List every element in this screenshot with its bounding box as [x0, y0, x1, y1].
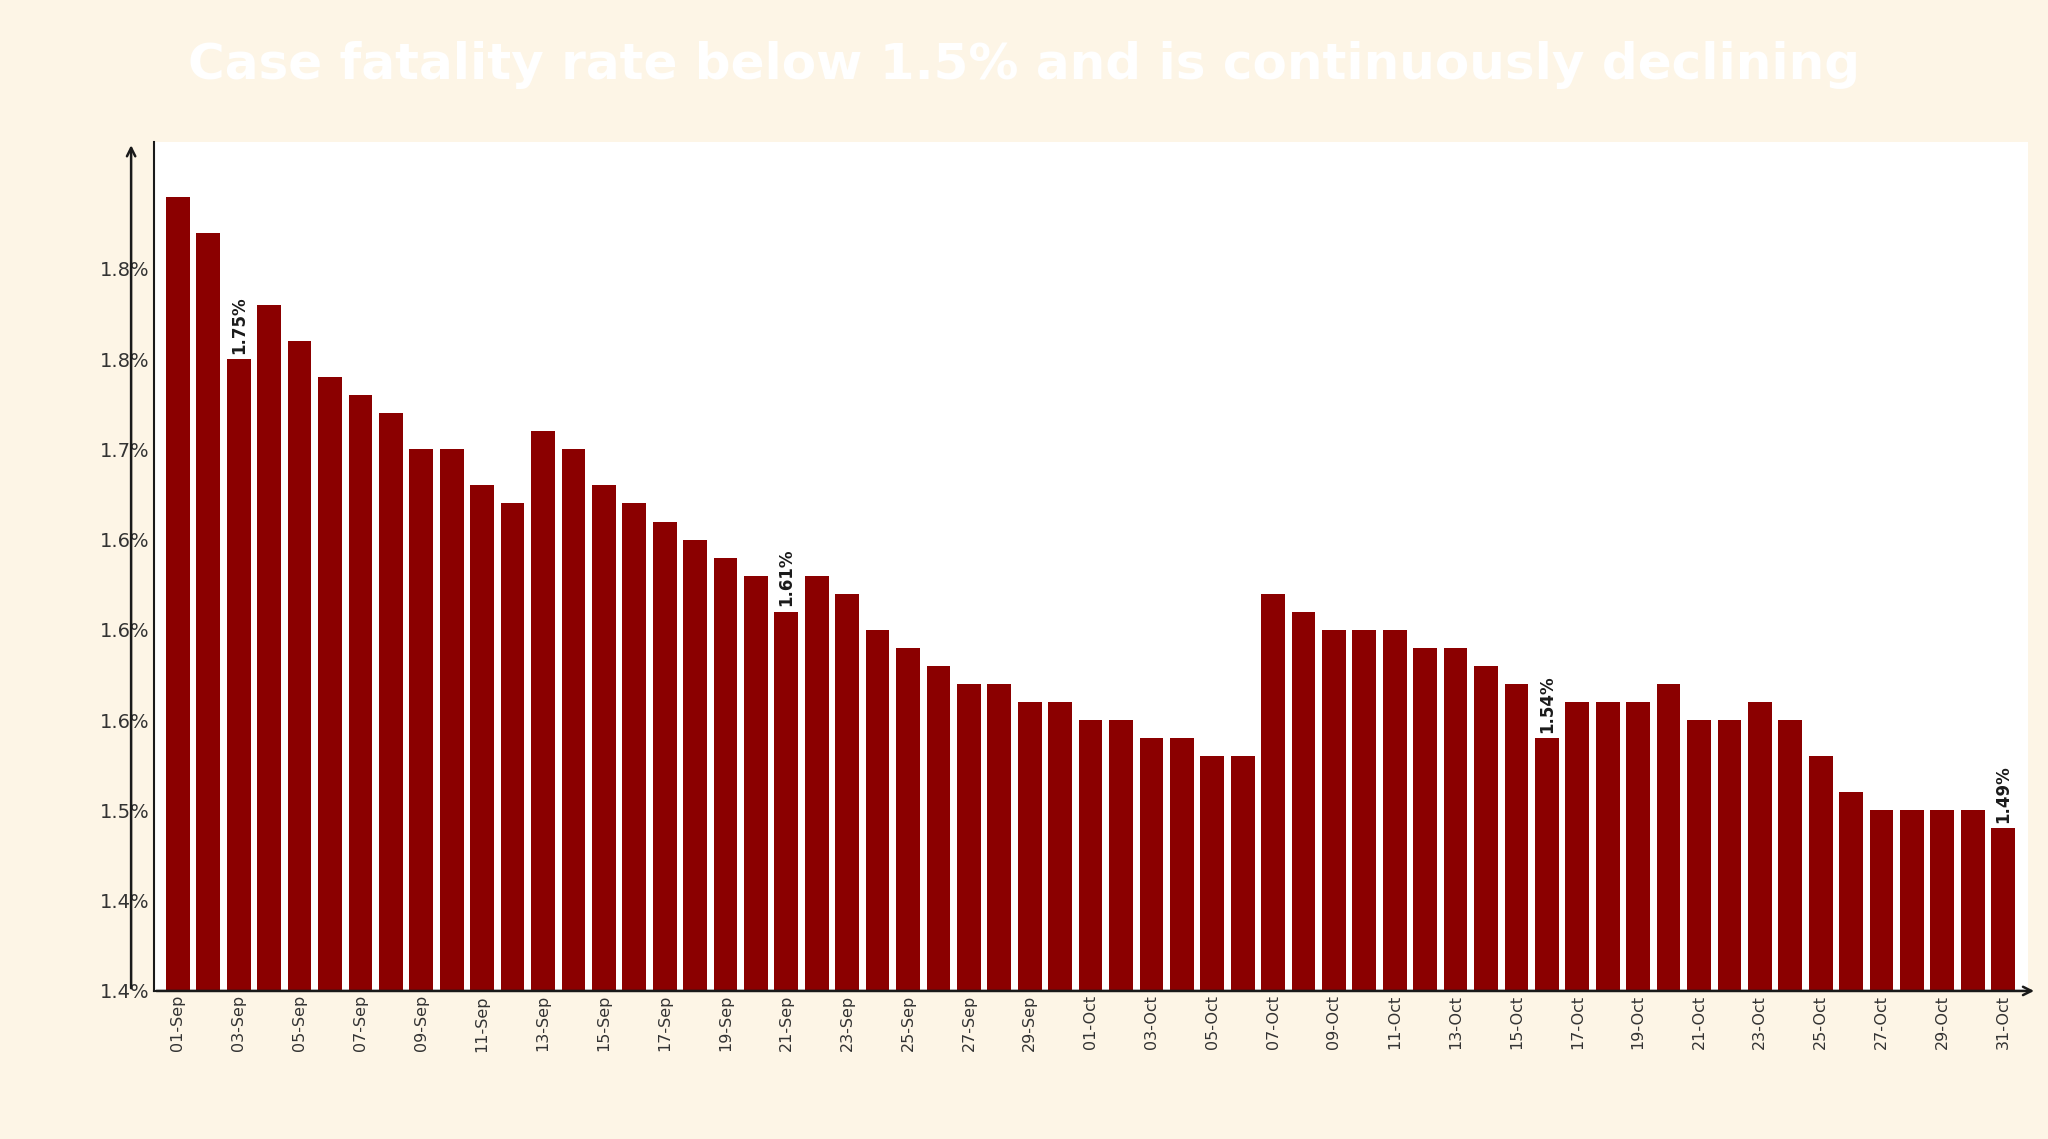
Bar — [410, 449, 434, 1139]
Bar — [684, 540, 707, 1139]
Bar — [1657, 685, 1681, 1139]
Bar — [348, 395, 373, 1139]
Bar — [1352, 630, 1376, 1139]
Text: 1.49%: 1.49% — [1995, 765, 2013, 823]
Bar — [926, 666, 950, 1139]
Bar — [956, 685, 981, 1139]
Bar — [1901, 810, 1923, 1139]
Bar — [197, 232, 221, 1139]
Text: 1.61%: 1.61% — [778, 549, 795, 606]
Bar — [653, 522, 676, 1139]
Bar — [1110, 720, 1133, 1139]
Bar — [713, 558, 737, 1139]
Bar — [561, 449, 586, 1139]
Bar — [1262, 593, 1284, 1139]
Bar — [1079, 720, 1102, 1139]
Bar — [1778, 720, 1802, 1139]
Bar — [1808, 756, 1833, 1139]
Bar — [743, 575, 768, 1139]
Bar — [258, 305, 281, 1139]
Bar — [1018, 702, 1042, 1139]
Bar — [227, 359, 250, 1139]
Bar — [1870, 810, 1892, 1139]
Bar — [1626, 702, 1651, 1139]
Text: Case fatality rate below 1.5% and is continuously declining: Case fatality rate below 1.5% and is con… — [188, 41, 1860, 90]
Bar — [592, 485, 616, 1139]
Bar — [897, 648, 920, 1139]
Bar — [166, 197, 190, 1139]
Bar — [1718, 720, 1741, 1139]
Bar — [1991, 828, 2015, 1139]
Bar — [379, 413, 403, 1139]
Bar — [1747, 702, 1772, 1139]
Bar — [987, 685, 1012, 1139]
Bar — [1323, 630, 1346, 1139]
Bar — [1505, 685, 1528, 1139]
Bar — [866, 630, 889, 1139]
Text: 1.75%: 1.75% — [229, 296, 248, 353]
Bar — [1595, 702, 1620, 1139]
Bar — [1413, 648, 1438, 1139]
Bar — [317, 377, 342, 1139]
Bar — [1839, 793, 1864, 1139]
Bar — [836, 593, 858, 1139]
Bar — [1444, 648, 1468, 1139]
Bar — [530, 432, 555, 1139]
Bar — [471, 485, 494, 1139]
Bar — [1931, 810, 1954, 1139]
Bar — [1536, 738, 1559, 1139]
Bar — [1960, 810, 1985, 1139]
Bar — [1049, 702, 1071, 1139]
Bar — [289, 341, 311, 1139]
Bar — [1292, 612, 1315, 1139]
Bar — [774, 612, 799, 1139]
Bar — [1169, 738, 1194, 1139]
Bar — [1200, 756, 1225, 1139]
Bar — [1231, 756, 1255, 1139]
Bar — [1475, 666, 1497, 1139]
Bar — [805, 575, 829, 1139]
Bar — [500, 503, 524, 1139]
Bar — [623, 503, 645, 1139]
Bar — [1382, 630, 1407, 1139]
Text: 1.54%: 1.54% — [1538, 675, 1556, 732]
Bar — [440, 449, 463, 1139]
Bar — [1565, 702, 1589, 1139]
Bar — [1688, 720, 1710, 1139]
Bar — [1139, 738, 1163, 1139]
